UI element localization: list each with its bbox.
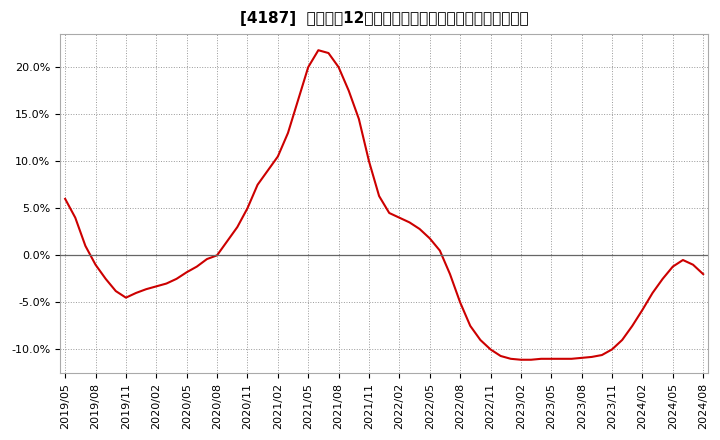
Title: [4187]  売上高の12か月移動合計の対前年同期増減率の推移: [4187] 売上高の12か月移動合計の対前年同期増減率の推移 bbox=[240, 11, 528, 26]
